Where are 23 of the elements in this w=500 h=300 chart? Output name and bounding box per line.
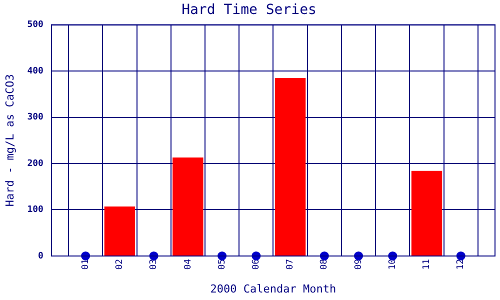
x-tick-label: 12 — [456, 258, 466, 270]
x-tick-label: 06 — [252, 258, 262, 270]
x-tick-label: 04 — [183, 258, 194, 270]
y-tick-label: 300 — [27, 112, 44, 123]
x-tick-label: 02 — [115, 258, 126, 270]
x-tick-label: 01 — [80, 258, 91, 270]
y-tick-label: 100 — [27, 205, 44, 216]
bar — [411, 170, 442, 256]
bar — [104, 206, 136, 256]
y-tick-label: 200 — [27, 158, 44, 169]
bar — [172, 157, 204, 256]
x-tick-label: 03 — [149, 258, 160, 270]
y-tick-label: 0 — [38, 251, 44, 262]
x-tick-label: 08 — [320, 258, 330, 270]
y-tick-label: 400 — [27, 66, 44, 76]
x-tick-label: 05 — [217, 258, 228, 270]
y-tick-label: 500 — [27, 20, 44, 30]
chart-title: Hard Time Series — [182, 2, 316, 18]
x-tick-label: 11 — [422, 258, 432, 270]
bar — [274, 78, 306, 256]
y-axis-title: Hard - mg/L as CaCO3 — [3, 74, 16, 207]
x-axis-title: 2000 Calendar Month — [210, 282, 336, 296]
x-tick-label: 07 — [286, 258, 296, 270]
